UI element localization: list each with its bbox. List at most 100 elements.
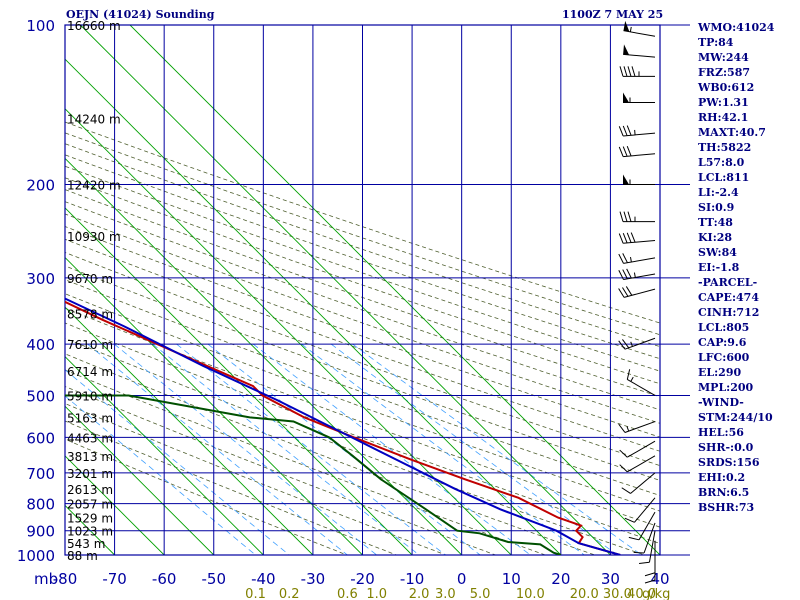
index-line: HEL:56 [698, 426, 744, 439]
mixing-ratio-label: 40.0 [627, 587, 656, 600]
temperature-tick-label: -30 [301, 570, 326, 588]
index-line: SHR-:0.0 [698, 441, 754, 454]
wind-barb [618, 253, 656, 264]
index-line: CAP:9.6 [698, 336, 747, 349]
isotherm [65, 306, 314, 555]
mixing-ratio-unit: g/kg [642, 587, 670, 600]
index-line: TT:48 [698, 216, 733, 229]
dry-adiabat [65, 177, 660, 385]
mixing-ratio-label: 0.6 [337, 587, 358, 600]
index-line: PW:1.31 [698, 96, 749, 109]
parcel-profile [65, 297, 621, 555]
wind-barb [619, 211, 655, 223]
index-line: CINH:712 [698, 306, 760, 319]
index-line: LFC:600 [698, 351, 750, 364]
wind-barb [621, 472, 656, 494]
temperature-tick-label: 40 [650, 570, 669, 588]
index-line: TH:5822 [698, 141, 752, 154]
dry-adiabat [65, 337, 645, 555]
index-line: EL:290 [698, 366, 742, 379]
wind-barb [619, 455, 656, 473]
dry-adiabat [65, 213, 660, 424]
height-label: 16660 m [67, 19, 121, 33]
temperature-tick-label: -10 [400, 570, 425, 588]
pressure-tick-label: 900 [26, 523, 55, 541]
height-label: 3201 m [67, 467, 113, 481]
height-label: 2613 m [67, 483, 113, 497]
index-line: L57:8.0 [698, 156, 745, 169]
pressure-tick-label: 400 [26, 336, 55, 354]
isotherm [65, 455, 165, 555]
height-label: 543 m [67, 537, 105, 551]
isotherm [0, 25, 15, 555]
height-label: 10930 m [67, 230, 121, 244]
mixing-ratio-label: 5.0 [470, 587, 491, 600]
pressure-tick-label: 100 [26, 17, 55, 35]
pressure-tick-label: 200 [26, 177, 55, 195]
wind-barb [618, 268, 656, 281]
isotherm [65, 207, 413, 555]
height-label: 6714 m [67, 365, 113, 379]
grid [0, 25, 660, 555]
wind-barb [618, 125, 656, 137]
temperature-tick-label: -40 [251, 570, 276, 588]
temperature-tick-label: -60 [152, 570, 177, 588]
height-label: 1023 m [67, 525, 113, 539]
index-line: MPL:200 [698, 381, 754, 394]
height-label: 9670 m [67, 272, 113, 286]
wind-barb [618, 146, 656, 158]
dry-adiabat [65, 165, 660, 372]
isotherm [65, 108, 512, 555]
stability-index-panel: WMO:41024 TP:84 MW:244 FRZ:587 WB0:612 PW:1.3… [698, 20, 798, 515]
plot-border [64, 24, 661, 556]
pressure-tick-label: 500 [26, 387, 55, 405]
wind-barb [619, 66, 655, 77]
dry-adiabat [65, 322, 660, 544]
height-label: 5910 m [67, 389, 113, 403]
dry-adiabat [65, 226, 660, 438]
height-label: 7610 m [67, 338, 113, 352]
index-line: LI:-2.4 [698, 186, 739, 199]
index-line: KI:28 [698, 231, 733, 244]
temperature-tick-label: -70 [102, 570, 127, 588]
height-label: 3813 m [67, 450, 113, 464]
isotherm [65, 58, 562, 555]
index-line: RH:42.1 [698, 111, 749, 124]
height-label: 88 m [67, 549, 98, 563]
dry-adiabat [65, 353, 595, 555]
mixing-ratio-label: 2.0 [409, 587, 430, 600]
dry-adiabat [65, 132, 660, 336]
index-line: -PARCEL- [698, 276, 758, 289]
height-label: 8578 m [67, 307, 113, 321]
isotherm [65, 157, 462, 555]
dry-adiabat [65, 143, 660, 348]
wind-barbs [618, 20, 690, 584]
height-label: 14240 m [67, 112, 121, 126]
index-line: WMO:41024 [698, 21, 775, 34]
index-line: CAPE:474 [698, 291, 759, 304]
index-line: SW:84 [698, 246, 737, 259]
index-line: LCL:805 [698, 321, 750, 334]
wind-barb [623, 44, 656, 58]
dewpoint-profile [65, 394, 562, 555]
sounding-time: 1100Z 7 MAY 25 [562, 8, 664, 21]
index-line: TP:84 [698, 36, 734, 49]
index-line: MAXT:40.7 [698, 126, 766, 139]
wind-barb [618, 337, 656, 350]
temperature-tick-label: 0 [457, 570, 467, 588]
mixing-ratio-label: 0.2 [279, 587, 300, 600]
dry-adiabat [65, 154, 660, 360]
index-line: FRZ:587 [698, 66, 751, 79]
mixing-ratio-label: 0.1 [245, 587, 266, 600]
index-line: SI:0.9 [698, 201, 735, 214]
mixing-ratio-label: 1.0 [366, 587, 387, 600]
temperature-tick-label: 20 [551, 570, 570, 588]
wind-barb [633, 522, 656, 554]
dry-adiabat [65, 251, 660, 467]
wind-barb [623, 92, 655, 103]
wind-barb [644, 547, 656, 584]
index-line: MW:244 [698, 51, 749, 64]
height-label: 4463 m [67, 431, 113, 445]
dry-adiabat [65, 121, 660, 324]
index-line: EI:-1.8 [698, 261, 740, 274]
